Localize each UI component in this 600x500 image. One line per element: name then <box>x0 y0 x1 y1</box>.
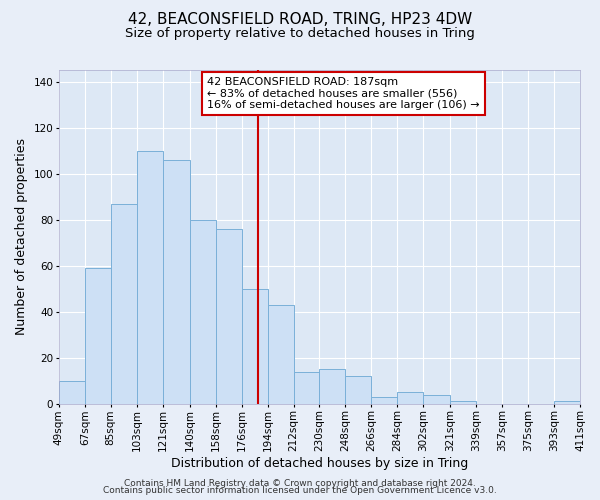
Y-axis label: Number of detached properties: Number of detached properties <box>15 138 28 336</box>
Bar <box>554 402 580 404</box>
Text: 42, BEACONSFIELD ROAD, TRING, HP23 4DW: 42, BEACONSFIELD ROAD, TRING, HP23 4DW <box>128 12 472 28</box>
Text: Contains HM Land Registry data © Crown copyright and database right 2024.: Contains HM Land Registry data © Crown c… <box>124 478 476 488</box>
Text: Size of property relative to detached houses in Tring: Size of property relative to detached ho… <box>125 28 475 40</box>
Bar <box>110 204 137 404</box>
Bar <box>451 402 476 404</box>
Bar <box>346 376 371 404</box>
Text: Contains public sector information licensed under the Open Government Licence v3: Contains public sector information licen… <box>103 486 497 495</box>
Bar <box>293 372 319 404</box>
Bar <box>216 229 242 404</box>
Bar <box>85 268 110 404</box>
Bar <box>371 397 397 404</box>
Bar <box>137 150 163 404</box>
Bar <box>397 392 423 404</box>
Text: 42 BEACONSFIELD ROAD: 187sqm
← 83% of detached houses are smaller (556)
16% of s: 42 BEACONSFIELD ROAD: 187sqm ← 83% of de… <box>208 76 480 110</box>
Bar <box>268 305 293 404</box>
Bar <box>59 380 85 404</box>
Bar <box>423 394 451 404</box>
Bar <box>163 160 190 404</box>
Bar <box>242 288 268 404</box>
Bar <box>190 220 216 404</box>
X-axis label: Distribution of detached houses by size in Tring: Distribution of detached houses by size … <box>171 457 468 470</box>
Bar <box>319 369 346 404</box>
